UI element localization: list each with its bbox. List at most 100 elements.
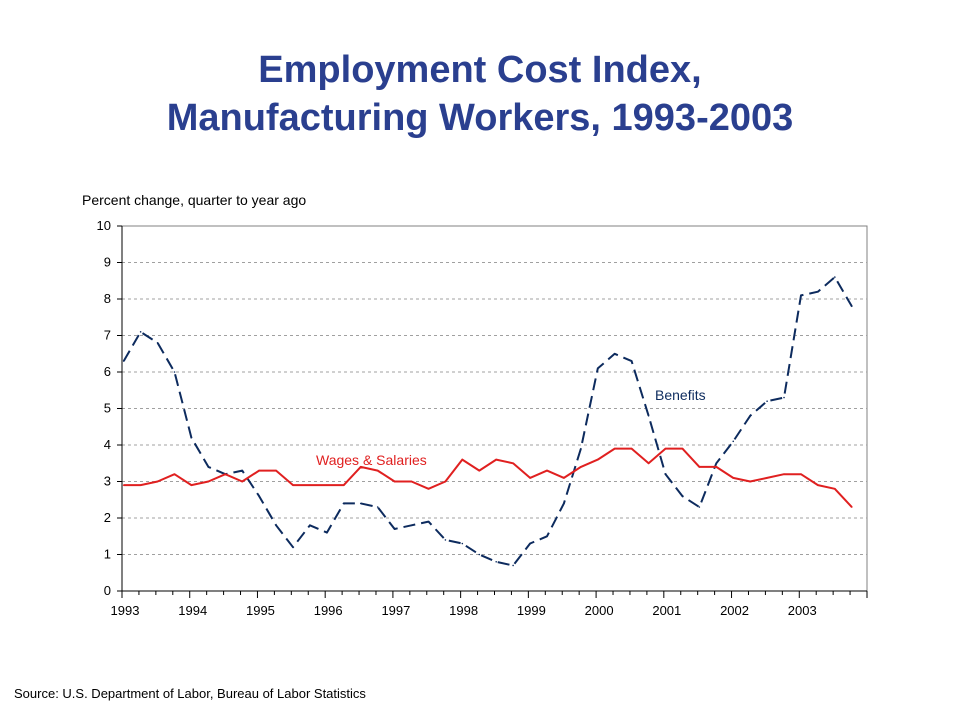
x-tick-label: 1994	[178, 603, 207, 618]
data-point	[715, 462, 718, 465]
data-point	[122, 484, 125, 486]
data-point	[495, 458, 497, 461]
data-point	[156, 480, 159, 483]
data-point	[529, 477, 531, 479]
data-point	[546, 469, 548, 472]
data-point	[834, 488, 836, 490]
data-point	[275, 524, 277, 527]
data-point	[292, 484, 294, 486]
series-line-wages-salaries	[123, 447, 853, 508]
y-tick-label: 10	[97, 218, 111, 233]
data-point	[241, 480, 244, 483]
data-point	[427, 488, 430, 490]
x-tick-label: 1996	[314, 603, 343, 618]
data-point	[258, 469, 260, 472]
data-point	[309, 524, 311, 527]
y-tick-label: 8	[104, 291, 111, 306]
title-line-2: Manufacturing Workers, 1993-2003	[166, 97, 794, 139]
data-point	[512, 462, 514, 465]
data-point	[309, 484, 311, 486]
x-tick-label: 2003	[788, 603, 817, 618]
data-point	[139, 331, 142, 333]
data-point	[173, 473, 176, 476]
x-tick-label: 1993	[111, 603, 140, 618]
data-point	[681, 447, 684, 450]
data-point	[817, 484, 819, 486]
data-point	[596, 458, 599, 461]
data-point	[749, 480, 751, 483]
data-point	[410, 480, 413, 483]
data-point	[376, 506, 379, 508]
data-point	[546, 535, 548, 538]
x-tick-label: 2000	[585, 603, 614, 618]
data-point	[275, 469, 277, 472]
data-point	[817, 290, 819, 293]
data-point	[613, 447, 616, 450]
data-point	[326, 531, 328, 534]
data-point	[224, 473, 227, 476]
data-point	[122, 360, 125, 362]
source-note: Source: U.S. Department of Labor, Bureau…	[14, 686, 366, 701]
data-point	[647, 415, 650, 417]
chart-title: Employment Cost Index, Manufacturing Wor…	[0, 46, 960, 142]
data-point	[732, 477, 735, 479]
data-point	[495, 561, 497, 563]
data-point	[444, 480, 447, 483]
data-point	[461, 458, 464, 461]
series-label-benefits: Benefits	[655, 387, 706, 403]
x-tick-label: 2002	[720, 603, 749, 618]
data-point	[850, 305, 853, 308]
data-point	[461, 542, 464, 545]
y-tick-label: 5	[104, 401, 111, 416]
data-point	[715, 466, 718, 468]
data-point	[343, 484, 345, 486]
y-tick-label: 9	[104, 255, 111, 270]
data-point	[292, 546, 294, 548]
data-point	[563, 502, 565, 505]
data-point	[478, 553, 481, 556]
series-line-benefits	[122, 276, 853, 567]
data-point	[326, 484, 328, 486]
y-tick-label: 4	[104, 437, 111, 452]
data-point	[850, 506, 853, 508]
y-tick-label: 3	[104, 474, 111, 489]
data-point	[749, 415, 751, 417]
x-tick-label: 2001	[652, 603, 681, 618]
data-point	[681, 495, 684, 497]
data-point	[207, 466, 210, 468]
x-tick-label: 1998	[449, 603, 478, 618]
data-point	[258, 495, 260, 497]
data-point	[190, 484, 193, 486]
data-point	[376, 469, 379, 472]
data-point	[427, 520, 430, 523]
data-point	[766, 400, 768, 403]
series-label-wages-salaries: Wages & Salaries	[316, 452, 427, 468]
data-point	[664, 473, 667, 476]
data-point	[343, 502, 345, 505]
data-point	[800, 473, 802, 476]
y-tick-label: 2	[104, 510, 111, 525]
data-point	[190, 436, 193, 439]
data-point	[563, 477, 565, 479]
data-point	[783, 396, 785, 399]
data-point	[630, 360, 633, 362]
y-tick-label: 1	[104, 547, 111, 562]
y-axis-label: Percent change, quarter to year ago	[82, 192, 307, 208]
data-point	[444, 539, 447, 541]
data-point	[393, 528, 396, 530]
data-point	[410, 524, 413, 527]
data-point	[664, 447, 667, 450]
data-point	[173, 371, 176, 373]
data-point	[359, 466, 362, 468]
data-point	[580, 466, 582, 468]
data-point	[800, 294, 802, 297]
data-point	[613, 352, 616, 355]
x-tick-label: 1999	[517, 603, 546, 618]
y-tick-label: 6	[104, 364, 111, 379]
title-line-1: Employment Cost Index,	[258, 49, 702, 91]
data-point	[834, 276, 836, 278]
data-point	[766, 477, 768, 479]
data-point	[529, 542, 531, 545]
x-tick-label: 1997	[381, 603, 410, 618]
